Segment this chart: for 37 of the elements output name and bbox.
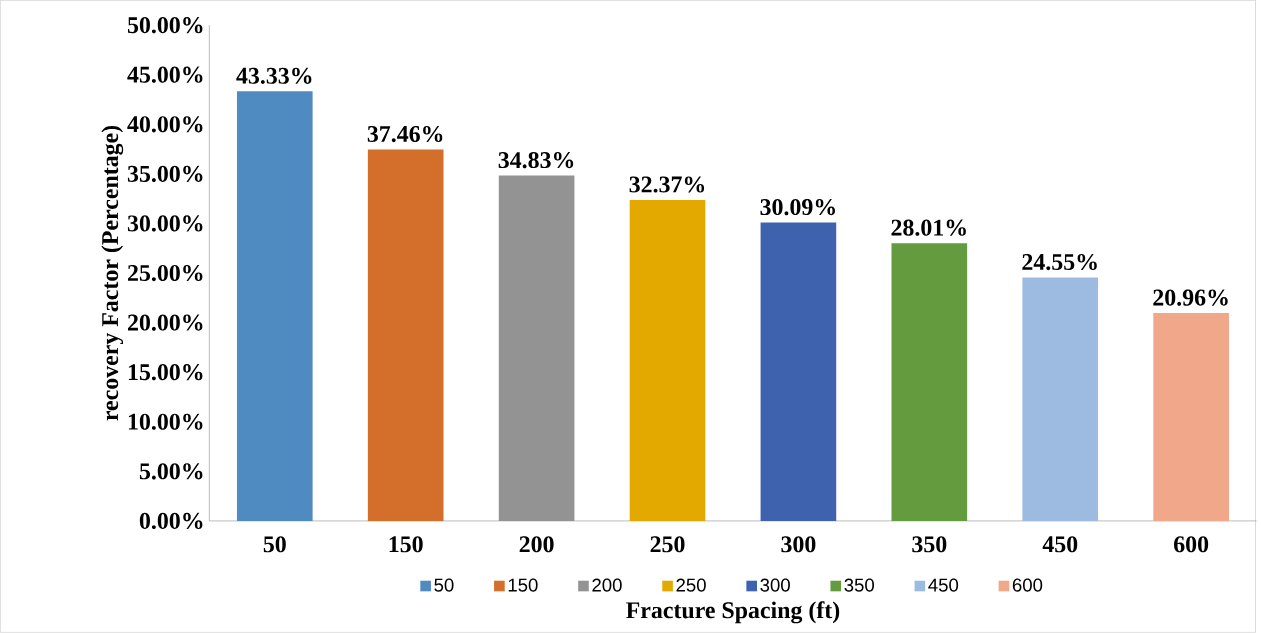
x-axis-title: Fracture Spacing (ft) bbox=[626, 601, 840, 624]
legend-label: 300 bbox=[760, 578, 790, 592]
legend-label: 350 bbox=[844, 578, 875, 592]
y-tick-label: 45.00% bbox=[127, 66, 203, 83]
x-tick-label: 200 bbox=[519, 536, 554, 553]
legend-label: 250 bbox=[676, 578, 706, 592]
y-tick-label: 10.00% bbox=[128, 413, 203, 431]
data-label: 24.55% bbox=[1022, 254, 1097, 271]
y-tick-label: 15.00% bbox=[128, 364, 203, 381]
x-tick-label: 150 bbox=[389, 536, 423, 553]
y-tick-label: 30.00% bbox=[127, 215, 203, 232]
x-tick-label: 300 bbox=[781, 536, 816, 553]
y-tick-label: 25.00% bbox=[127, 265, 203, 282]
y-tick-label: 40.00% bbox=[127, 116, 203, 133]
x-tick-label: 50 bbox=[263, 536, 286, 553]
legend-label: 600 bbox=[1012, 578, 1043, 592]
legend-label: 50 bbox=[434, 578, 454, 592]
y-tick-label: 5.00% bbox=[139, 463, 203, 480]
data-label: 37.46% bbox=[367, 126, 443, 143]
x-tick-label: 350 bbox=[912, 536, 947, 553]
y-tick-label: 20.00% bbox=[127, 314, 203, 331]
data-label: 34.83% bbox=[498, 152, 574, 169]
data-label: 32.37% bbox=[629, 176, 705, 193]
y-tick-label: 0.00% bbox=[139, 512, 203, 530]
legend-label: 200 bbox=[592, 578, 622, 592]
x-tick-label: 250 bbox=[650, 536, 685, 553]
legend-label: 150 bbox=[508, 578, 538, 592]
y-axis-title: recovery Factor (Percentage) bbox=[101, 126, 124, 421]
data-label: 28.01% bbox=[891, 219, 966, 236]
x-tick-label: 450 bbox=[1042, 536, 1078, 553]
legend-label: 450 bbox=[928, 578, 959, 592]
y-tick-label: 35.00% bbox=[127, 165, 203, 183]
data-label: 30.09% bbox=[760, 199, 835, 216]
data-label: 20.96% bbox=[1153, 289, 1228, 306]
y-tick-label: 50.00% bbox=[127, 17, 203, 34]
x-tick-label: 600 bbox=[1174, 536, 1209, 553]
data-label: 43.33% bbox=[236, 67, 312, 85]
